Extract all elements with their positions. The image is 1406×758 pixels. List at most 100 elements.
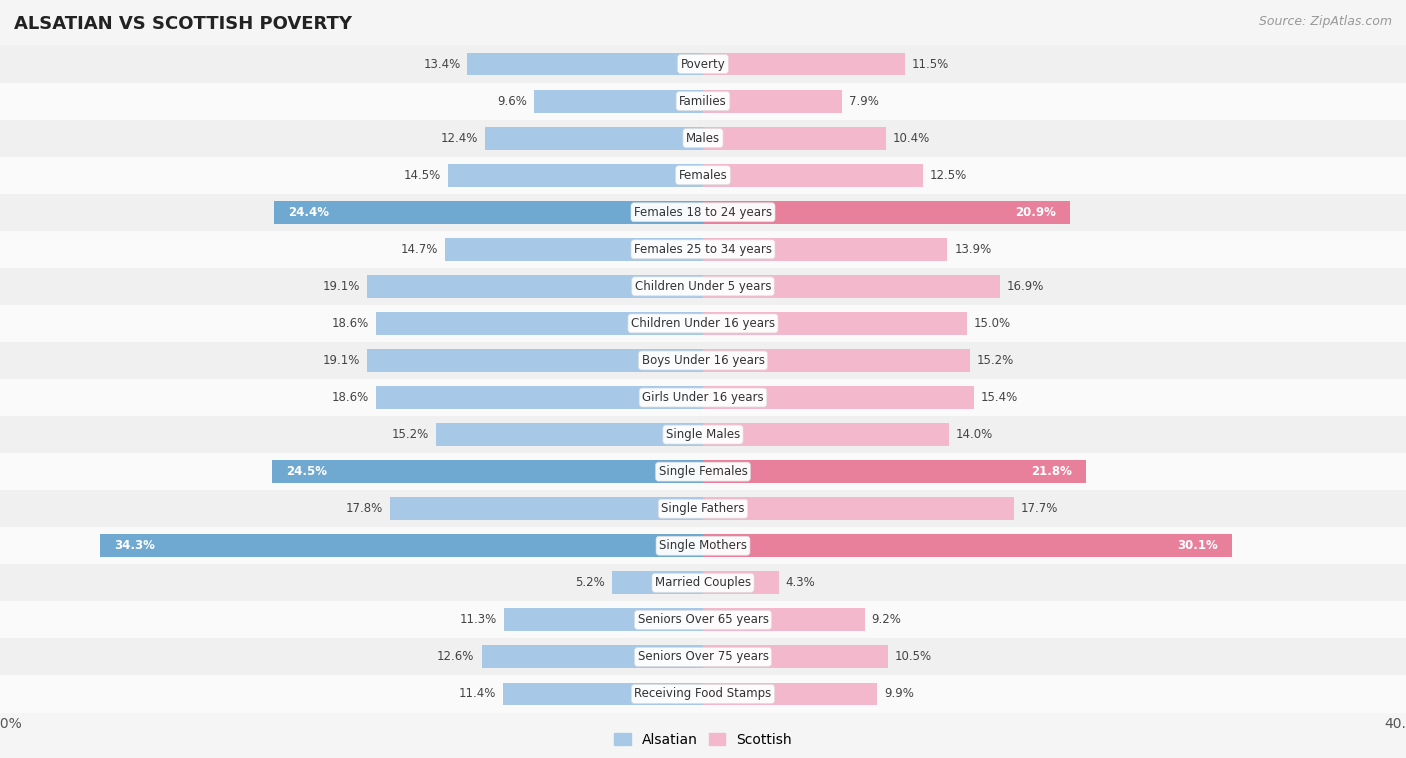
Bar: [703, 164, 922, 186]
Bar: [100, 534, 703, 557]
Bar: [703, 52, 905, 76]
Bar: [534, 89, 703, 112]
Text: Receiving Food Stamps: Receiving Food Stamps: [634, 688, 772, 700]
Text: 10.4%: 10.4%: [893, 132, 929, 145]
Text: 21.8%: 21.8%: [1031, 465, 1073, 478]
Text: Seniors Over 65 years: Seniors Over 65 years: [637, 613, 769, 626]
Bar: [0, 564, 1406, 601]
Bar: [367, 349, 703, 372]
Text: 18.6%: 18.6%: [332, 391, 368, 404]
Text: Girls Under 16 years: Girls Under 16 years: [643, 391, 763, 404]
Text: Seniors Over 75 years: Seniors Over 75 years: [637, 650, 769, 663]
Text: 4.3%: 4.3%: [786, 576, 815, 589]
Text: Males: Males: [686, 132, 720, 145]
Text: Children Under 5 years: Children Under 5 years: [634, 280, 772, 293]
Text: 17.7%: 17.7%: [1021, 503, 1059, 515]
Bar: [505, 609, 703, 631]
Text: 14.7%: 14.7%: [401, 243, 437, 255]
Text: 14.5%: 14.5%: [404, 169, 441, 182]
Text: 30.1%: 30.1%: [1177, 539, 1218, 553]
Text: 16.9%: 16.9%: [1007, 280, 1045, 293]
Text: 9.9%: 9.9%: [884, 688, 914, 700]
Text: 9.6%: 9.6%: [498, 95, 527, 108]
Bar: [0, 675, 1406, 713]
Text: 11.5%: 11.5%: [912, 58, 949, 70]
Text: 14.0%: 14.0%: [956, 428, 993, 441]
Text: Poverty: Poverty: [681, 58, 725, 70]
Bar: [444, 238, 703, 261]
Text: 12.4%: 12.4%: [440, 132, 478, 145]
Bar: [612, 572, 703, 594]
Text: 19.1%: 19.1%: [323, 280, 360, 293]
Text: 9.2%: 9.2%: [872, 613, 901, 626]
Bar: [703, 646, 887, 669]
Bar: [703, 349, 970, 372]
Text: Females 25 to 34 years: Females 25 to 34 years: [634, 243, 772, 255]
Text: 19.1%: 19.1%: [323, 354, 360, 367]
Text: 5.2%: 5.2%: [575, 576, 605, 589]
Text: 15.4%: 15.4%: [981, 391, 1018, 404]
Bar: [0, 194, 1406, 230]
Text: 13.4%: 13.4%: [423, 58, 461, 70]
Text: 11.4%: 11.4%: [458, 688, 496, 700]
Bar: [0, 45, 1406, 83]
Legend: Alsatian, Scottish: Alsatian, Scottish: [609, 727, 797, 752]
Bar: [391, 497, 703, 520]
Text: Single Mothers: Single Mothers: [659, 539, 747, 553]
Text: Families: Families: [679, 95, 727, 108]
Bar: [0, 157, 1406, 194]
Text: 34.3%: 34.3%: [114, 539, 155, 553]
Text: Boys Under 16 years: Boys Under 16 years: [641, 354, 765, 367]
Text: 13.9%: 13.9%: [955, 243, 991, 255]
Bar: [467, 52, 703, 76]
Bar: [375, 312, 703, 335]
Text: Single Females: Single Females: [658, 465, 748, 478]
Bar: [0, 416, 1406, 453]
Text: 17.8%: 17.8%: [346, 503, 382, 515]
Bar: [436, 423, 703, 446]
Text: 24.5%: 24.5%: [287, 465, 328, 478]
Bar: [0, 305, 1406, 342]
Bar: [0, 268, 1406, 305]
Text: Females 18 to 24 years: Females 18 to 24 years: [634, 205, 772, 219]
Text: 20.9%: 20.9%: [1015, 205, 1056, 219]
Bar: [0, 490, 1406, 528]
Text: Single Males: Single Males: [666, 428, 740, 441]
Bar: [375, 386, 703, 409]
Bar: [0, 83, 1406, 120]
Bar: [703, 127, 886, 149]
Bar: [703, 497, 1014, 520]
Bar: [0, 601, 1406, 638]
Text: 15.2%: 15.2%: [977, 354, 1014, 367]
Bar: [0, 528, 1406, 564]
Bar: [503, 682, 703, 706]
Text: 24.4%: 24.4%: [288, 205, 329, 219]
Text: Source: ZipAtlas.com: Source: ZipAtlas.com: [1258, 15, 1392, 28]
Text: Married Couples: Married Couples: [655, 576, 751, 589]
Bar: [703, 423, 949, 446]
Text: 15.2%: 15.2%: [392, 428, 429, 441]
Text: ALSATIAN VS SCOTTISH POVERTY: ALSATIAN VS SCOTTISH POVERTY: [14, 15, 352, 33]
Bar: [703, 386, 973, 409]
Bar: [703, 572, 779, 594]
Bar: [703, 201, 1070, 224]
Bar: [703, 89, 842, 112]
Text: 18.6%: 18.6%: [332, 317, 368, 330]
Bar: [0, 342, 1406, 379]
Bar: [449, 164, 703, 186]
Text: 10.5%: 10.5%: [894, 650, 932, 663]
Bar: [0, 230, 1406, 268]
Bar: [0, 453, 1406, 490]
Text: 12.6%: 12.6%: [437, 650, 475, 663]
Bar: [703, 312, 967, 335]
Text: Children Under 16 years: Children Under 16 years: [631, 317, 775, 330]
Text: 15.0%: 15.0%: [973, 317, 1011, 330]
Bar: [703, 682, 877, 706]
Bar: [703, 238, 948, 261]
Bar: [703, 275, 1000, 298]
Bar: [0, 379, 1406, 416]
Bar: [273, 460, 703, 483]
Bar: [703, 534, 1232, 557]
Bar: [0, 638, 1406, 675]
Bar: [485, 127, 703, 149]
